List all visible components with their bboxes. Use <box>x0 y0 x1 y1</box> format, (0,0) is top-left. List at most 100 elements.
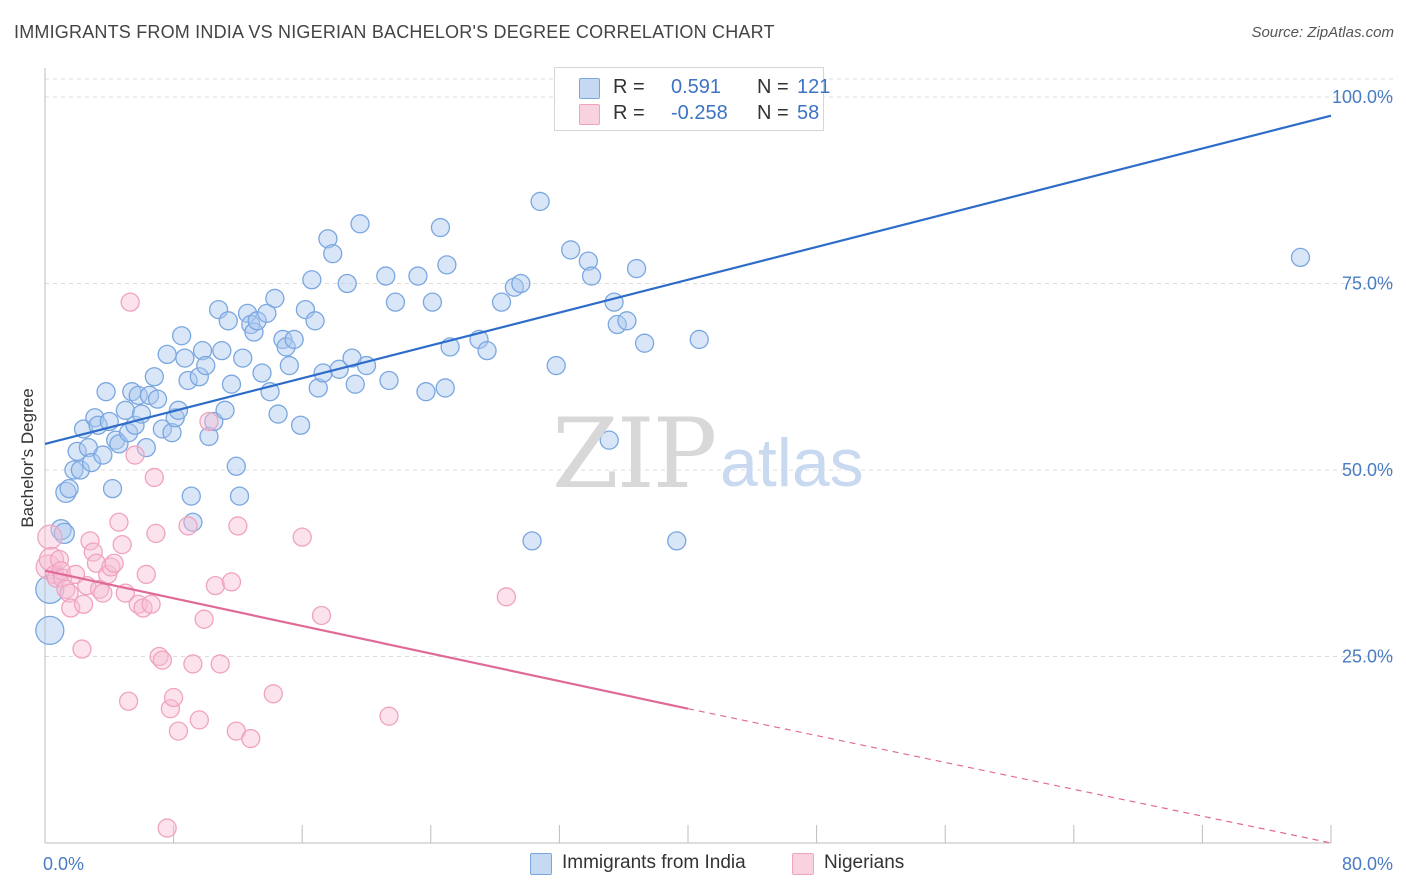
point-india <box>430 217 451 238</box>
legend-r-label: R = <box>613 102 645 124</box>
chart-title: IMMIGRANTS FROM INDIA VS NIGERIAN BACHEL… <box>14 22 775 42</box>
point-nigerians <box>263 684 283 704</box>
point-india <box>226 456 246 476</box>
point-india <box>212 340 232 361</box>
point-india <box>265 288 285 309</box>
point-nigerians <box>120 292 140 312</box>
point-india <box>634 333 655 353</box>
point-nigerians <box>118 691 139 711</box>
point-india <box>233 348 253 368</box>
point-india <box>511 273 531 294</box>
point-nigerians <box>379 706 399 726</box>
legend-r-label: R = <box>613 76 645 98</box>
trend-line-india <box>44 114 1332 445</box>
point-india <box>229 486 250 506</box>
y-tick-label: 50.0% <box>1342 460 1393 480</box>
point-nigerians <box>104 553 124 573</box>
point-india <box>308 378 328 398</box>
point-india <box>435 378 455 398</box>
legend-r-value: -0.258 <box>671 102 728 124</box>
point-nigerians <box>210 654 230 674</box>
point-india <box>196 355 216 376</box>
point-india <box>64 460 84 480</box>
zipatlas-watermark: ZIP atlas <box>552 398 892 510</box>
point-india <box>199 426 219 447</box>
point-india <box>305 311 325 331</box>
point-nigerians <box>101 557 121 577</box>
legend-n-label: N = <box>757 76 789 98</box>
legend-n-value: 58 <box>797 102 820 124</box>
legend-n-value: 121 <box>797 76 831 98</box>
point-india <box>345 374 365 394</box>
source-credit: Source: ZipAtlas.com <box>1251 24 1394 41</box>
point-india <box>128 385 148 406</box>
grid-lines <box>45 78 1393 657</box>
point-india <box>581 266 602 286</box>
point-india <box>157 344 177 365</box>
point-india <box>617 311 637 331</box>
point-india <box>221 374 242 394</box>
point-nigerians <box>56 579 76 600</box>
point-india <box>118 423 139 443</box>
point-india <box>350 214 370 234</box>
point-nigerians <box>146 523 166 544</box>
series-label-nigerians: Nigerians <box>824 852 905 873</box>
point-nigerians <box>178 516 198 536</box>
series-swatch-india <box>530 853 552 875</box>
point-nigerians <box>83 542 103 562</box>
point-india <box>237 303 258 323</box>
point-nigerians <box>37 524 63 550</box>
y-tick-label: 75.0% <box>1342 274 1393 294</box>
point-india <box>181 486 201 506</box>
point-nigerians <box>221 572 242 592</box>
point-nigerians <box>292 527 312 547</box>
correlation-legend: R = 0.591 N = 121 R = -0.258 N = 58 <box>554 67 830 131</box>
y-tick-label: 100.0% <box>1332 87 1393 107</box>
point-nigerians <box>109 512 129 532</box>
point-nigerians <box>228 516 248 536</box>
point-india <box>491 292 512 312</box>
point-india <box>437 255 457 275</box>
point-india <box>385 292 406 312</box>
point-india <box>35 574 65 605</box>
point-india <box>318 229 338 249</box>
point-nigerians <box>112 534 132 555</box>
point-india <box>416 382 436 402</box>
point-india <box>53 522 75 545</box>
point-india <box>136 437 156 458</box>
point-nigerians <box>152 650 172 670</box>
x-axis-ticks <box>44 825 1332 843</box>
point-india <box>178 370 198 391</box>
point-india <box>102 478 123 499</box>
point-india <box>284 329 304 350</box>
x-tick-label-max: 80.0% <box>1342 854 1393 874</box>
axis-labels: 25.0% 50.0% 75.0% 100.0% 0.0% 80.0% Bachelor's… <box>18 87 1393 874</box>
point-india <box>290 415 311 435</box>
point-nigerians <box>144 467 164 488</box>
point-india <box>70 460 91 480</box>
point-nigerians <box>241 728 261 749</box>
legend-r-value: 0.591 <box>671 76 722 98</box>
point-india <box>578 251 598 271</box>
point-nigerians <box>136 564 156 585</box>
point-india <box>1290 247 1311 268</box>
point-india <box>115 400 136 420</box>
point-nigerians <box>189 710 209 730</box>
point-india <box>408 266 428 286</box>
point-india <box>171 326 192 346</box>
point-nigerians <box>141 594 161 614</box>
point-india <box>302 270 322 290</box>
point-india <box>35 615 65 646</box>
point-nigerians <box>205 575 226 596</box>
point-india <box>162 423 182 443</box>
point-nigerians <box>80 531 100 551</box>
point-india <box>626 258 647 279</box>
point-india <box>689 329 709 350</box>
point-india <box>276 337 296 357</box>
point-nigerians <box>90 579 110 600</box>
point-india <box>257 303 277 323</box>
point-india <box>189 367 209 387</box>
point-india <box>279 355 299 376</box>
series-india-points <box>35 191 1311 646</box>
